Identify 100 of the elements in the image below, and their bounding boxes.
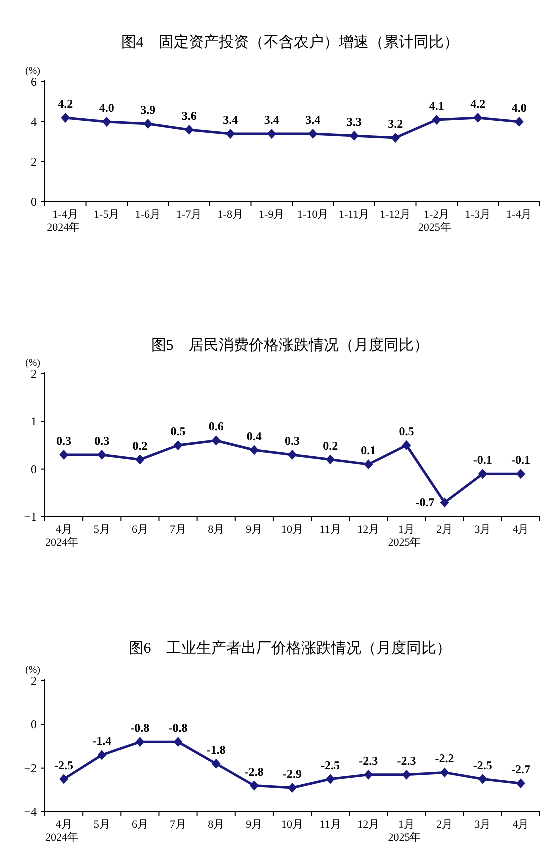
data-label: 4.2 — [58, 97, 74, 111]
x-tick-label: 8月 — [208, 819, 225, 831]
x-tick-label: 12月 — [358, 524, 380, 536]
point — [174, 440, 183, 450]
data-label: 0.3 — [56, 434, 72, 448]
point — [478, 774, 488, 784]
x-tick-label: 1-10月 — [298, 209, 329, 221]
x-tick-label: 10月 — [282, 819, 304, 831]
data-label: -2.5 — [473, 758, 492, 772]
data-label: -2.5 — [321, 758, 340, 772]
y-tick-label: 0 — [31, 462, 37, 476]
data-label: 3.4 — [264, 113, 280, 127]
data-label: -2.3 — [359, 754, 378, 768]
point — [174, 737, 183, 748]
data-label: -1.8 — [206, 742, 226, 757]
data-label: -0.7 — [416, 496, 435, 510]
data-label: 4.2 — [470, 97, 486, 111]
data-label: 0.5 — [399, 424, 414, 438]
point — [350, 131, 359, 141]
data-label: -2.5 — [54, 758, 74, 772]
point — [478, 469, 488, 480]
data-label: -0.8 — [130, 721, 150, 736]
x-tick-label: 4月 — [512, 819, 530, 831]
point — [288, 782, 297, 793]
point — [212, 436, 221, 446]
x-tick-label: 1-9月 — [259, 209, 285, 221]
point — [136, 454, 145, 465]
data-label: -2.2 — [435, 752, 454, 766]
x-tick-label: 12月 — [358, 819, 380, 831]
x-tick-label: 1-7月 — [176, 209, 202, 221]
data-label: 3.4 — [223, 113, 238, 127]
point — [516, 778, 526, 789]
data-label: -0.1 — [473, 453, 492, 468]
x-tick-label: 7月 — [170, 819, 187, 831]
point — [184, 125, 194, 135]
point — [60, 774, 69, 784]
data-label: 4.0 — [512, 101, 527, 115]
x-tick-label: 1月 2025年 — [388, 524, 422, 549]
x-tick-label: 1-2月 2025年 — [418, 209, 452, 234]
x-tick-label: 9月 — [246, 524, 263, 536]
point — [402, 770, 412, 780]
x-tick-label: 1-11月 — [338, 209, 370, 221]
point — [440, 498, 450, 508]
data-label: 3.6 — [182, 109, 197, 123]
point — [474, 113, 483, 123]
data-label: -1.4 — [92, 734, 112, 748]
y-tick-label: −1 — [24, 510, 37, 524]
point — [102, 117, 112, 127]
y-tick-label: 2 — [31, 155, 37, 169]
data-label: 0.1 — [361, 444, 376, 458]
x-tick-label: 6月 — [132, 819, 148, 831]
x-tick-label: 3月 — [474, 524, 492, 536]
point — [98, 750, 107, 760]
data-label: -0.1 — [511, 453, 530, 468]
x-tick-label: 8月 — [208, 524, 225, 536]
point — [288, 450, 297, 460]
x-tick-label: 2月 — [436, 819, 454, 831]
x-tick-label: 11月 — [320, 524, 342, 536]
point — [226, 129, 236, 139]
x-tick-label: 5月 — [94, 819, 110, 831]
point — [98, 450, 107, 460]
x-tick-label: 1-4月 — [506, 209, 532, 221]
point — [326, 774, 336, 784]
chart-title: 图5 居民消费价格涨跌情况（月度同比） — [151, 337, 429, 354]
x-tick-label: 11月 — [320, 819, 342, 831]
data-label: 0.2 — [323, 438, 338, 453]
point — [364, 460, 374, 470]
data-label: 0.2 — [132, 438, 148, 453]
point — [250, 780, 259, 791]
point — [136, 737, 145, 748]
x-tick-label: 10月 — [282, 524, 304, 536]
data-label: 3.4 — [306, 113, 321, 127]
data-label: 0.3 — [285, 434, 300, 448]
y-tick-label: −2 — [24, 761, 37, 776]
x-tick-label: 1-6月 — [135, 209, 161, 221]
point — [391, 133, 400, 143]
point — [308, 129, 318, 139]
point — [514, 117, 524, 127]
point — [440, 768, 450, 778]
chart-title: 图6 工业生产者出厂价格涨跌情况（月度同比） — [128, 640, 452, 657]
data-label: -2.8 — [244, 764, 264, 779]
x-tick-label: 1-4月 2024年 — [47, 209, 80, 234]
point — [250, 445, 259, 456]
point — [60, 450, 69, 460]
x-tick-label: 1-3月 — [465, 209, 491, 221]
x-tick-label: 6月 — [132, 524, 148, 536]
data-label: 0.5 — [170, 424, 186, 438]
x-tick-label: 1-5月 — [94, 209, 120, 221]
point — [212, 758, 221, 769]
x-tick-label: 1-8月 — [218, 209, 244, 221]
y-tick-label: 0 — [31, 718, 37, 732]
data-label: -2.3 — [397, 754, 416, 768]
x-tick-label: 7月 — [170, 524, 187, 536]
y-tick-label: 6 — [31, 75, 37, 89]
point — [326, 454, 336, 465]
data-label: 0.4 — [246, 429, 262, 444]
point — [144, 119, 153, 129]
point — [516, 469, 526, 480]
x-tick-label: 4月 — [512, 524, 530, 536]
x-tick-label: 2月 — [436, 524, 454, 536]
